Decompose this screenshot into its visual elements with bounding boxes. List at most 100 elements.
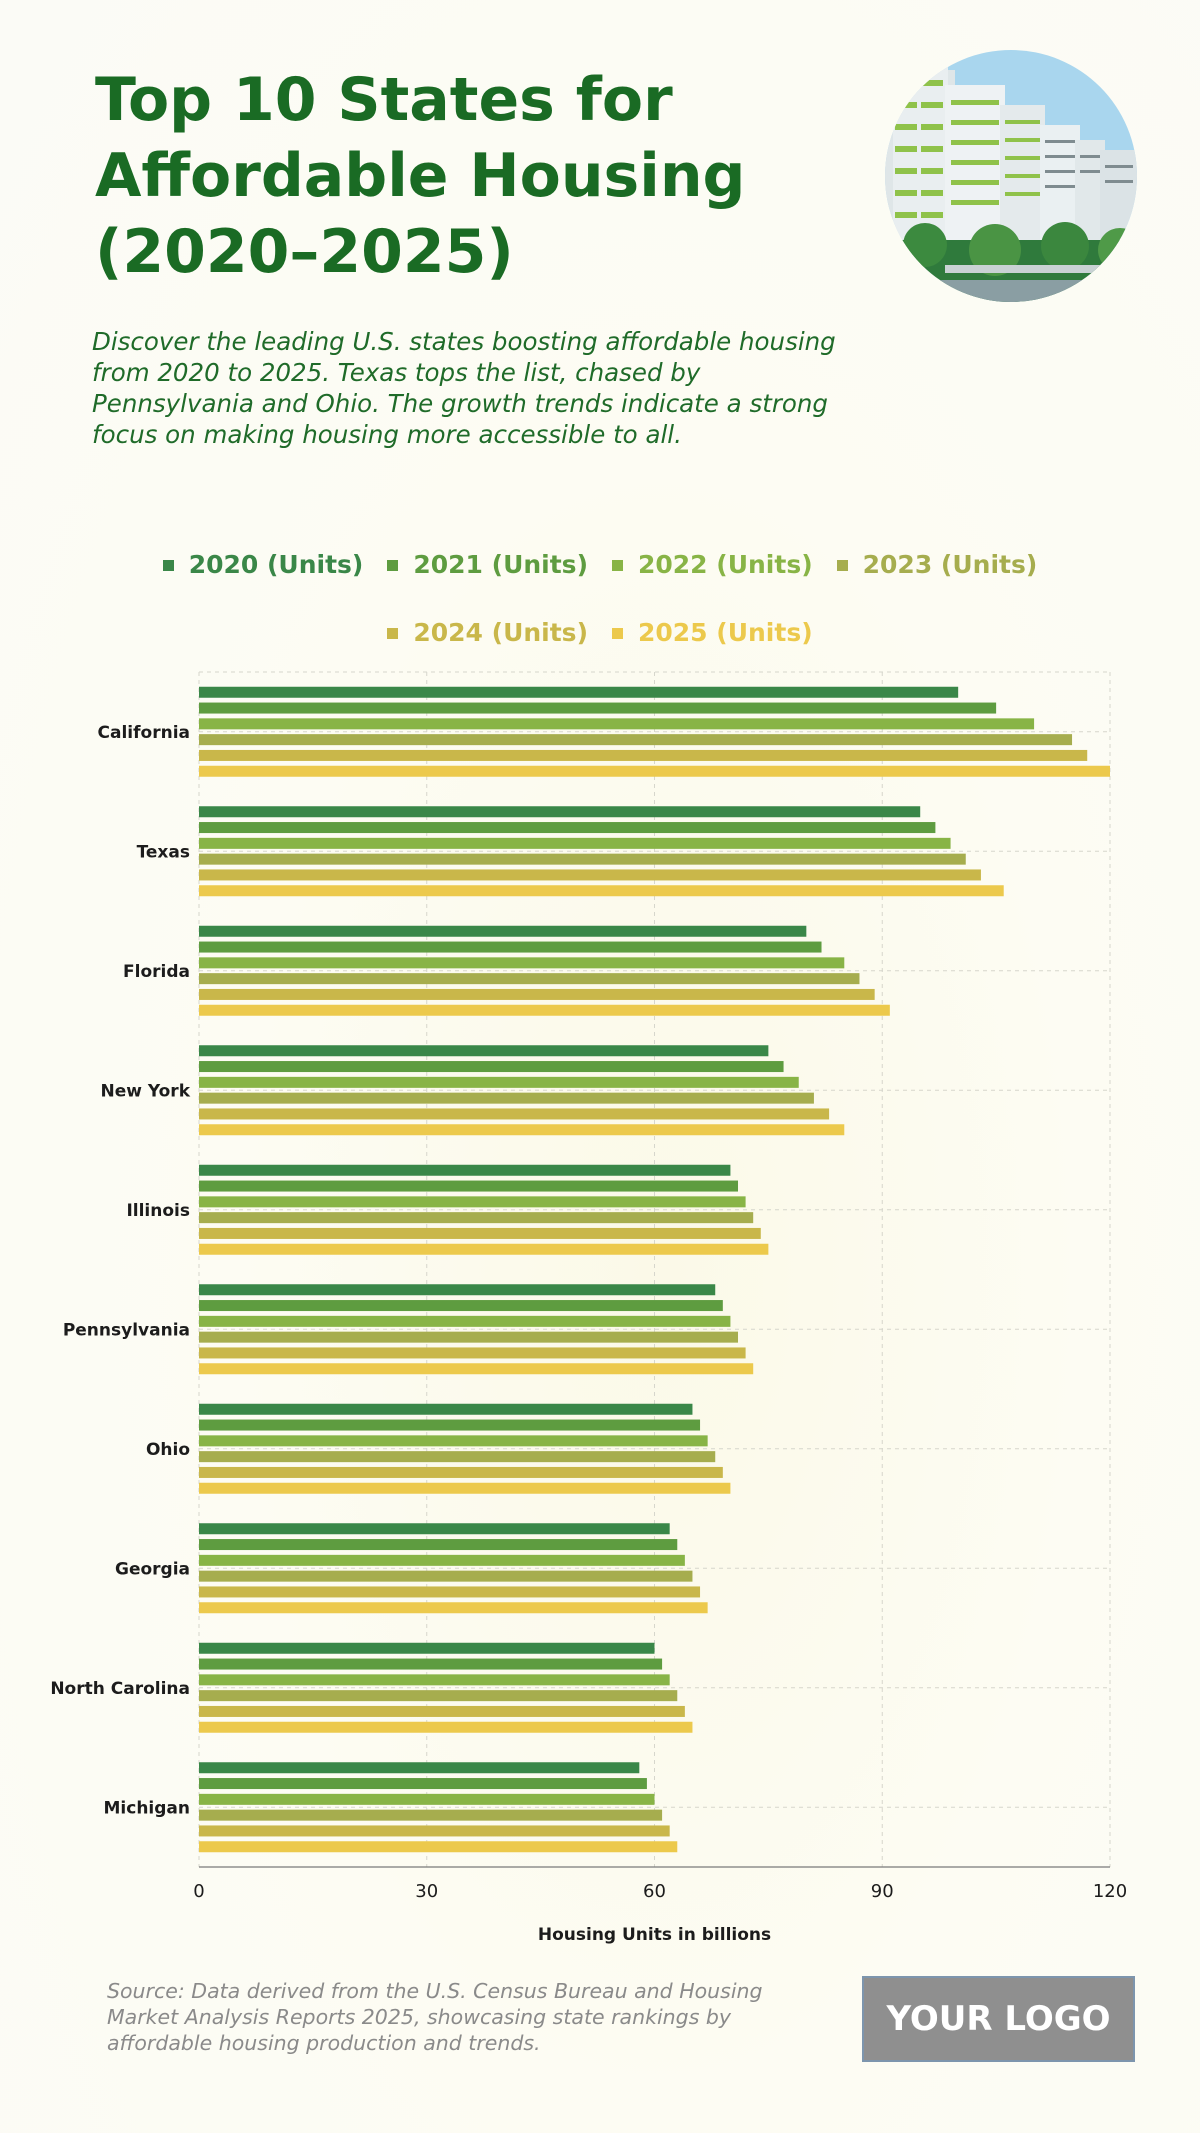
category-label: Florida (123, 962, 190, 982)
bar-florida-0 (199, 925, 807, 937)
legend-item-2023[interactable]: 2023 (Units) (836, 548, 1038, 582)
x-tick-label: 60 (643, 1881, 666, 1902)
bar-texas-5 (199, 885, 1004, 897)
bar-new-york-2 (199, 1076, 799, 1088)
bar-pennsylvania-0 (199, 1284, 716, 1296)
bar-illinois-2 (199, 1196, 746, 1208)
bar-north-carolina-5 (199, 1721, 693, 1733)
x-tick-label: 30 (415, 1881, 438, 1902)
bar-pennsylvania-2 (199, 1315, 731, 1327)
bar-michigan-0 (199, 1762, 640, 1774)
bar-pennsylvania-4 (199, 1347, 746, 1359)
bar-pennsylvania-1 (199, 1300, 723, 1312)
bar-georgia-2 (199, 1554, 685, 1566)
bar-michigan-5 (199, 1841, 678, 1853)
page-title: Top 10 States for Affordable Housing (20… (95, 65, 746, 287)
bar-north-carolina-1 (199, 1658, 663, 1670)
legend-swatch-2024 (387, 627, 399, 639)
category-label: Pennsylvania (63, 1320, 190, 1340)
housing-photo (885, 50, 1137, 302)
bar-michigan-2 (199, 1793, 655, 1805)
legend-swatch-2020 (162, 559, 174, 571)
page-subtitle: Discover the leading U.S. states boostin… (92, 327, 836, 449)
bar-texas-1 (199, 822, 936, 834)
legend-item-2025[interactable]: 2025 (Units) (612, 616, 813, 650)
bar-michigan-3 (199, 1809, 663, 1821)
legend-label-2020: 2020 (Units) (188, 550, 364, 579)
bar-chart: California Texas Florida New York Illinois Pe… (50, 671, 1127, 1945)
legend-swatch-2025 (612, 627, 623, 639)
x-tick-label: 120 (1093, 1881, 1127, 1902)
bar-california-5 (199, 765, 1110, 777)
bar-pennsylvania-5 (199, 1363, 754, 1375)
bar-florida-4 (199, 988, 875, 1000)
bar-north-carolina-2 (199, 1674, 670, 1686)
category-label: New York (101, 1081, 191, 1101)
bar-texas-0 (199, 806, 921, 818)
bar-florida-1 (199, 941, 822, 953)
source-note: Source: Data derived from the U.S. Censu… (107, 1979, 763, 2055)
category-label: Georgia (115, 1559, 190, 1579)
bar-illinois-4 (199, 1227, 761, 1239)
x-axis-title: Housing Units in billions (538, 1925, 771, 1945)
bar-ohio-4 (199, 1466, 723, 1478)
logo-placeholder[interactable]: YOUR LOGO (862, 1976, 1135, 2062)
bar-michigan-4 (199, 1825, 670, 1837)
legend-swatch-2021 (387, 559, 399, 571)
bar-pennsylvania-3 (199, 1331, 739, 1343)
bar-new-york-3 (199, 1092, 814, 1104)
category-label: Ohio (146, 1440, 190, 1460)
legend-item-2020[interactable]: 2020 (Units) (162, 548, 364, 582)
bar-illinois-3 (199, 1212, 754, 1224)
legend-label-2022: 2022 (Units) (638, 550, 813, 579)
category-label: Illinois (126, 1201, 190, 1221)
x-tick-label: 0 (193, 1881, 204, 1902)
legend-label-2023: 2023 (Units) (862, 550, 1038, 579)
bar-california-4 (199, 749, 1088, 761)
category-label: Texas (137, 842, 190, 862)
bar-georgia-5 (199, 1602, 708, 1614)
apartment-buildings-image (885, 50, 1137, 302)
x-tick-label: 90 (871, 1881, 894, 1902)
bar-texas-4 (199, 869, 981, 881)
bar-illinois-1 (199, 1180, 739, 1192)
bar-ohio-0 (199, 1403, 693, 1415)
bar-florida-5 (199, 1004, 890, 1016)
bar-north-carolina-4 (199, 1705, 685, 1717)
bar-north-carolina-0 (199, 1642, 655, 1654)
bar-north-carolina-3 (199, 1690, 678, 1702)
legend-label-2024: 2024 (Units) (413, 618, 588, 647)
legend-label-2025: 2025 (Units) (638, 618, 813, 647)
bar-new-york-4 (199, 1108, 830, 1120)
legend-item-2021[interactable]: 2021 (Units) (387, 548, 588, 582)
legend-swatch-2023 (836, 559, 848, 571)
bar-ohio-3 (199, 1451, 716, 1463)
legend-label-2021: 2021 (Units) (413, 550, 588, 579)
bar-texas-3 (199, 853, 966, 865)
bar-georgia-4 (199, 1586, 701, 1598)
bar-georgia-1 (199, 1539, 678, 1551)
bar-california-2 (199, 718, 1035, 730)
category-label: North Carolina (50, 1679, 190, 1699)
bar-new-york-1 (199, 1061, 784, 1073)
bar-ohio-2 (199, 1435, 708, 1447)
legend-item-2024[interactable]: 2024 (Units) (387, 616, 588, 650)
bar-illinois-5 (199, 1243, 769, 1255)
bar-ohio-5 (199, 1482, 731, 1494)
bar-california-0 (199, 686, 959, 698)
legend-item-2022[interactable]: 2022 (Units) (612, 548, 813, 582)
bar-florida-2 (199, 957, 845, 969)
category-label: Michigan (104, 1798, 191, 1818)
bar-illinois-0 (199, 1164, 731, 1176)
bar-new-york-5 (199, 1124, 845, 1136)
category-label: California (98, 723, 190, 743)
bar-georgia-3 (199, 1570, 693, 1582)
bar-ohio-1 (199, 1419, 701, 1431)
bar-texas-2 (199, 837, 951, 849)
bar-florida-3 (199, 973, 860, 985)
bar-new-york-0 (199, 1045, 769, 1057)
legend-swatch-2022 (612, 559, 623, 571)
bar-california-1 (199, 702, 997, 714)
chart-legend: 2020 (Units) 2021 (Units) 2022 (Units) 2… (130, 548, 1070, 650)
bar-california-3 (199, 734, 1073, 746)
